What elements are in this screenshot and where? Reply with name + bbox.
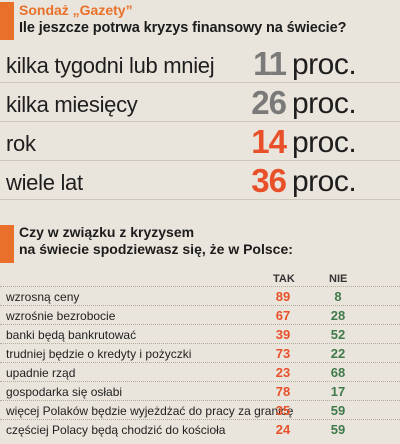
expectations-question: Czy w związku z kryzysem na świecie spod… [19,224,293,257]
duration-row: kilka miesięcy 26 proc. [0,83,400,122]
nie-value: 68 [330,365,346,380]
row-label: banki będą bankrutować [6,328,137,342]
survey-question: Ile jeszcze potrwa kryzys finansowy na ś… [19,20,347,36]
duration-unit: proc. [292,165,357,198]
table-row: więcej Polaków będzie wyjeżdżać do pracy… [0,400,400,419]
nie-value: 59 [330,403,346,418]
tak-value: 35 [275,403,291,418]
nie-value: 8 [334,289,342,304]
column-header-nie: NIE [329,273,348,285]
row-label: trudniej będzie o kredyty i pożyczki [6,347,192,361]
tak-value: 24 [275,422,291,437]
table-row: banki będą bankrutować 39 52 [0,324,400,343]
duration-value: 36 [251,162,287,199]
table-row: częściej Polacy będą chodzić do kościoła… [0,419,400,438]
row-label: więcej Polaków będzie wyjeżdżać do pracy… [6,404,294,418]
duration-value: 14 [251,123,287,160]
duration-value: 11 [253,45,287,82]
tak-value: 67 [275,308,291,323]
row-label: wzrośnie bezrobocie [6,309,116,323]
nie-value: 17 [330,384,346,399]
survey-kicker: Sondaż „Gazety” [19,2,133,18]
section-accent-bar [0,225,14,263]
tak-value: 89 [275,289,291,304]
duration-label: rok [6,131,36,156]
duration-row: wiele lat 36 proc. [0,161,400,200]
table-row: wzrosną ceny 89 8 [0,286,400,305]
duration-row: rok 14 proc. [0,122,400,161]
nie-value: 28 [330,308,346,323]
tak-value: 73 [275,346,291,361]
duration-value: 26 [251,84,287,121]
row-label: wzrosną ceny [6,290,80,304]
duration-label: wiele lat [6,170,83,195]
column-header-tak: TAK [273,273,295,285]
nie-value: 52 [330,327,346,342]
row-label: częściej Polacy będą chodzić do kościoła [6,423,226,437]
expectations-table: TAK NIE wzrosną ceny 89 8 wzrośnie bezroboc… [0,272,400,438]
duration-label: kilka tygodni lub mniej [6,53,215,78]
duration-unit: proc. [292,126,357,159]
nie-value: 59 [330,422,346,437]
duration-row: kilka tygodni lub mniej 11 proc. [0,44,400,83]
header-accent-bar [0,2,14,40]
tak-value: 39 [275,327,291,342]
row-label: gospodarka się osłabi [6,385,123,399]
table-header: TAK NIE [0,272,400,286]
survey-header: Sondaż „Gazety” Ile jeszcze potrwa kryzy… [0,0,400,44]
expectations-header: Czy w związku z kryzysem na świecie spod… [0,222,400,270]
tak-value: 23 [275,365,291,380]
tak-value: 78 [275,384,291,399]
row-label: upadnie rząd [6,366,76,380]
table-row: upadnie rząd 23 68 [0,362,400,381]
duration-unit: proc. [292,48,357,81]
duration-label: kilka miesięcy [6,92,138,117]
nie-value: 22 [330,346,346,361]
duration-unit: proc. [292,87,357,120]
table-row: wzrośnie bezrobocie 67 28 [0,305,400,324]
table-row: trudniej będzie o kredyty i pożyczki 73 22 [0,343,400,362]
duration-results: kilka tygodni lub mniej 11 proc. kilka m… [0,44,400,200]
table-row: gospodarka się osłabi 78 17 [0,381,400,400]
